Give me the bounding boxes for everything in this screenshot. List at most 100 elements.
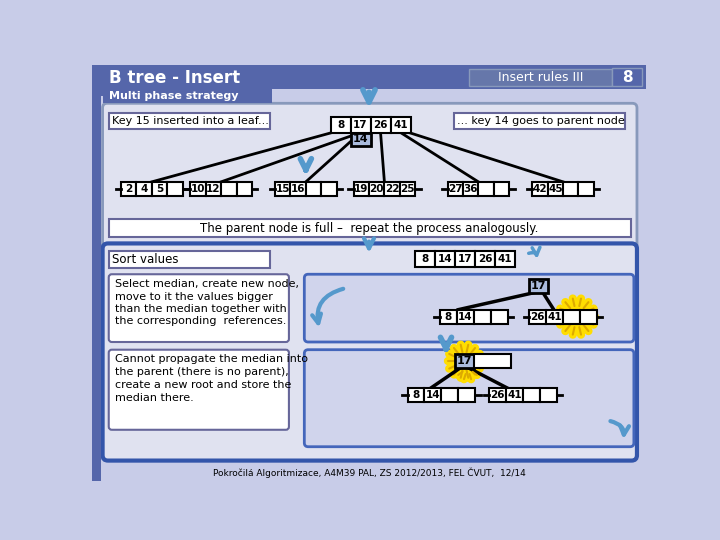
Bar: [448, 182, 463, 195]
Bar: [152, 182, 167, 195]
Bar: [463, 182, 478, 195]
Bar: [415, 251, 435, 267]
Text: Sort values: Sort values: [112, 253, 179, 266]
Text: 16: 16: [291, 184, 305, 194]
Text: 26: 26: [490, 390, 505, 400]
Bar: [435, 251, 455, 267]
Text: 17: 17: [354, 120, 368, 130]
Bar: [474, 309, 490, 323]
Bar: [121, 182, 137, 195]
Text: 19: 19: [354, 184, 369, 194]
Text: the corresponding  references.: the corresponding references.: [115, 316, 287, 326]
Bar: [506, 388, 523, 402]
Text: 8: 8: [621, 70, 632, 85]
FancyBboxPatch shape: [305, 350, 634, 447]
Bar: [221, 182, 237, 195]
Bar: [495, 251, 516, 267]
Bar: [455, 354, 474, 368]
Text: Key 15 inserted into a leaf...: Key 15 inserted into a leaf...: [112, 116, 269, 126]
Bar: [455, 251, 475, 267]
Text: Insert rules III: Insert rules III: [498, 71, 583, 84]
Bar: [92, 65, 647, 90]
Text: 20: 20: [369, 184, 384, 194]
Text: 26: 26: [478, 254, 492, 264]
Text: 41: 41: [507, 390, 522, 400]
Text: 41: 41: [393, 120, 408, 130]
Text: 36: 36: [464, 184, 478, 194]
Bar: [384, 182, 400, 195]
Text: 8: 8: [413, 390, 420, 400]
Text: B tree - Insert: B tree - Insert: [109, 69, 240, 87]
Bar: [275, 182, 290, 195]
Bar: [167, 182, 183, 195]
Text: 5: 5: [156, 184, 163, 194]
Text: 15: 15: [276, 184, 290, 194]
Text: Multi phase strategy: Multi phase strategy: [109, 91, 238, 100]
Bar: [563, 182, 578, 195]
FancyBboxPatch shape: [102, 103, 637, 254]
Text: 17: 17: [458, 254, 472, 264]
Text: median there.: median there.: [115, 393, 194, 403]
Text: 4: 4: [140, 184, 148, 194]
Bar: [459, 388, 475, 402]
Text: The parent node is full –  repeat the process analogously.: The parent node is full – repeat the pro…: [200, 221, 538, 234]
Bar: [400, 182, 415, 195]
Text: 10: 10: [191, 184, 205, 194]
Text: Cannot propagate the median into: Cannot propagate the median into: [115, 354, 308, 364]
Text: 8: 8: [337, 120, 344, 130]
FancyBboxPatch shape: [102, 244, 637, 461]
Text: 26: 26: [531, 312, 545, 322]
FancyBboxPatch shape: [109, 350, 289, 430]
Bar: [190, 182, 206, 195]
Text: 22: 22: [385, 184, 400, 194]
Bar: [532, 182, 548, 195]
Bar: [102, 90, 272, 103]
Bar: [580, 309, 597, 323]
Text: Pokročilá Algoritmizace, A4M39 PAL, ZS 2012/2013, FEL ČVUT,  12/14: Pokročilá Algoritmizace, A4M39 PAL, ZS 2…: [212, 468, 526, 478]
Bar: [475, 251, 495, 267]
Bar: [425, 388, 441, 402]
Bar: [330, 117, 351, 132]
Bar: [523, 388, 540, 402]
Text: 41: 41: [547, 312, 562, 322]
Text: Select median, create new node,: Select median, create new node,: [115, 279, 299, 289]
Bar: [456, 309, 474, 323]
Bar: [489, 388, 506, 402]
Text: 17: 17: [456, 356, 472, 366]
Text: 12: 12: [206, 184, 221, 194]
Text: 14: 14: [438, 254, 453, 264]
Text: ... key 14 goes to parent node: ... key 14 goes to parent node: [456, 116, 624, 126]
Bar: [109, 112, 271, 130]
Bar: [474, 354, 510, 368]
Bar: [454, 112, 625, 130]
Bar: [369, 182, 384, 195]
Bar: [101, 90, 104, 96]
Bar: [529, 279, 548, 293]
Bar: [611, 68, 642, 86]
Text: 41: 41: [498, 254, 513, 264]
Bar: [351, 117, 371, 132]
Bar: [206, 182, 221, 195]
Bar: [290, 182, 306, 195]
Text: 8: 8: [445, 312, 452, 322]
Text: 17: 17: [531, 281, 546, 291]
Bar: [321, 182, 337, 195]
FancyBboxPatch shape: [305, 274, 634, 342]
Bar: [92, 65, 101, 481]
Bar: [546, 309, 563, 323]
Text: 14: 14: [458, 312, 472, 322]
Bar: [137, 182, 152, 195]
Bar: [306, 182, 321, 195]
Text: 42: 42: [533, 184, 547, 194]
Bar: [371, 117, 390, 132]
Bar: [354, 182, 369, 195]
Bar: [408, 388, 425, 402]
Text: 45: 45: [548, 184, 562, 194]
Bar: [109, 251, 271, 268]
Bar: [529, 309, 546, 323]
Bar: [578, 182, 594, 195]
Text: 27: 27: [448, 184, 462, 194]
Text: 26: 26: [373, 120, 388, 130]
Bar: [490, 309, 508, 323]
Bar: [540, 388, 557, 402]
